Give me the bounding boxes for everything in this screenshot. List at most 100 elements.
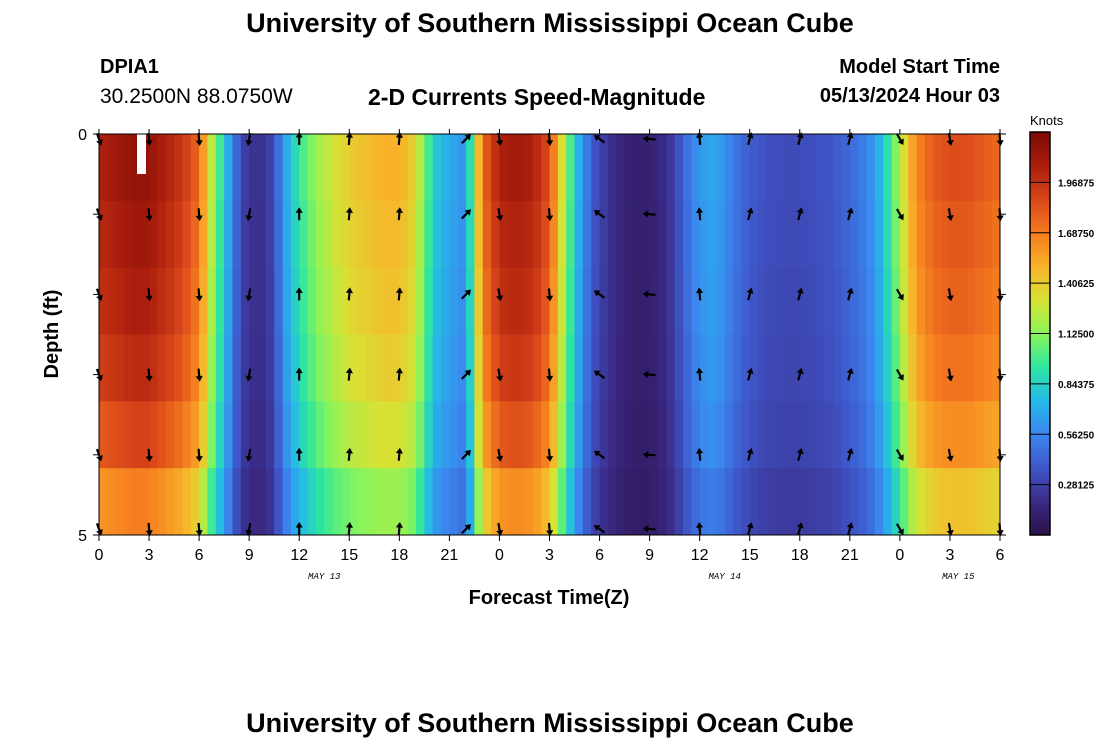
model-start-label: Model Start Time: [839, 56, 1000, 78]
heatmap-cell: [424, 267, 434, 336]
heatmap-cell: [307, 468, 317, 535]
x-tick-label: 6: [595, 547, 604, 564]
heatmap-cell: [174, 468, 184, 535]
heatmap-cell: [866, 334, 876, 402]
current-arrow: [695, 367, 704, 381]
heatmap-cell: [307, 134, 317, 202]
heatmap-cell: [399, 468, 409, 535]
heatmap-cell: [124, 468, 133, 535]
heatmap-cell: [165, 267, 175, 336]
heatmap-cell: [374, 468, 384, 535]
heatmap-cell: [482, 134, 492, 202]
heatmap-cell: [499, 267, 509, 336]
heatmap-cell: [265, 134, 275, 202]
heatmap-cell: [499, 401, 509, 469]
current-arrow: [461, 289, 472, 300]
heatmap-cell: [165, 334, 175, 402]
heatmap-cell: [958, 468, 968, 535]
heatmap-cell: [249, 134, 259, 202]
heatmap-cell: [908, 200, 918, 269]
current-arrow: [946, 448, 954, 462]
heatmap-cell: [691, 200, 701, 269]
heatmap-cell: [924, 468, 934, 535]
heatmap-cell: [507, 334, 517, 402]
current-arrow: [642, 451, 656, 459]
current-arrow: [695, 287, 704, 301]
heatmap-cell: [532, 401, 542, 469]
heatmap-cell: [716, 134, 726, 202]
heatmap-cell: [407, 468, 417, 535]
heatmap-cell: [449, 200, 459, 269]
heatmap-cell: [941, 334, 951, 402]
heatmap-cell: [99, 267, 108, 336]
current-arrow: [946, 288, 954, 302]
heatmap-cell: [708, 134, 717, 202]
heatmap-cell: [382, 468, 392, 535]
heatmap-cell: [866, 468, 876, 535]
heatmap-cell: [624, 200, 634, 269]
heatmap-cell: [541, 200, 551, 269]
heatmap-cell: [482, 401, 492, 469]
heatmap-cell: [649, 267, 659, 336]
heatmap-cell: [841, 200, 851, 269]
current-arrow: [895, 449, 904, 461]
heatmap-cell: [207, 468, 217, 535]
heatmap-cell: [365, 200, 375, 269]
heatmap-cell: [224, 468, 234, 535]
heatmap-cell: [349, 334, 359, 402]
heatmap-cell: [733, 134, 742, 202]
current-arrow: [546, 448, 554, 462]
current-arrow: [642, 370, 656, 379]
heatmap-cell: [874, 267, 884, 336]
heatmap-cell: [741, 134, 751, 202]
heatmap-cell: [699, 334, 709, 402]
heatmap-cell: [632, 401, 642, 469]
heatmap-cell: [132, 134, 142, 202]
colorbar-tick-label: 1.68750: [1058, 229, 1095, 240]
heatmap-cell: [232, 200, 242, 269]
heatmap-cell: [457, 200, 467, 269]
heatmap-cell: [249, 200, 259, 269]
heatmap-cell: [574, 468, 584, 535]
heatmap-cell: [624, 267, 634, 336]
current-arrow: [695, 522, 704, 536]
heatmap-cell: [791, 267, 801, 336]
heatmap-cell: [324, 468, 334, 535]
y-axis: 05: [78, 127, 1006, 545]
heatmap-cell: [174, 134, 184, 202]
heatmap-cell: [557, 401, 567, 469]
current-arrow: [245, 208, 253, 222]
heatmap-cell: [632, 334, 642, 402]
heatmap-cell: [257, 334, 267, 402]
heatmap-cell: [499, 134, 509, 202]
heatmap-cell: [724, 468, 734, 535]
heatmap-cell: [182, 401, 192, 469]
heatmap-cell: [774, 200, 784, 269]
current-arrow: [642, 290, 656, 298]
heatmap-cell: [758, 334, 767, 402]
current-arrow: [496, 132, 504, 146]
station-id: DPIA1: [100, 56, 159, 78]
current-arrow: [395, 132, 404, 146]
heatmap-cell: [307, 267, 317, 336]
current-arrow: [145, 448, 153, 462]
heatmap-cell: [841, 134, 851, 202]
heatmap-cell: [708, 200, 717, 269]
x-tick-label: 3: [145, 547, 154, 564]
heatmap-cell: [115, 267, 125, 336]
heatmap-cell: [466, 334, 476, 402]
heatmap-cell: [115, 468, 125, 535]
heatmap-cell: [891, 134, 901, 202]
heatmap-cell: [883, 401, 893, 469]
current-arrow: [796, 522, 804, 536]
heatmap-cell: [758, 267, 767, 336]
heatmap-cell: [199, 468, 209, 535]
heatmap-cell: [265, 267, 275, 336]
x-tick-label: 0: [895, 547, 904, 564]
heatmap-cell: [324, 401, 334, 469]
heatmap-cell: [274, 134, 284, 202]
current-arrow: [295, 287, 303, 301]
heatmap-cell: [974, 200, 984, 269]
heatmap-cell: [449, 134, 459, 202]
colorbar-tick-label: 0.56250: [1058, 430, 1095, 441]
